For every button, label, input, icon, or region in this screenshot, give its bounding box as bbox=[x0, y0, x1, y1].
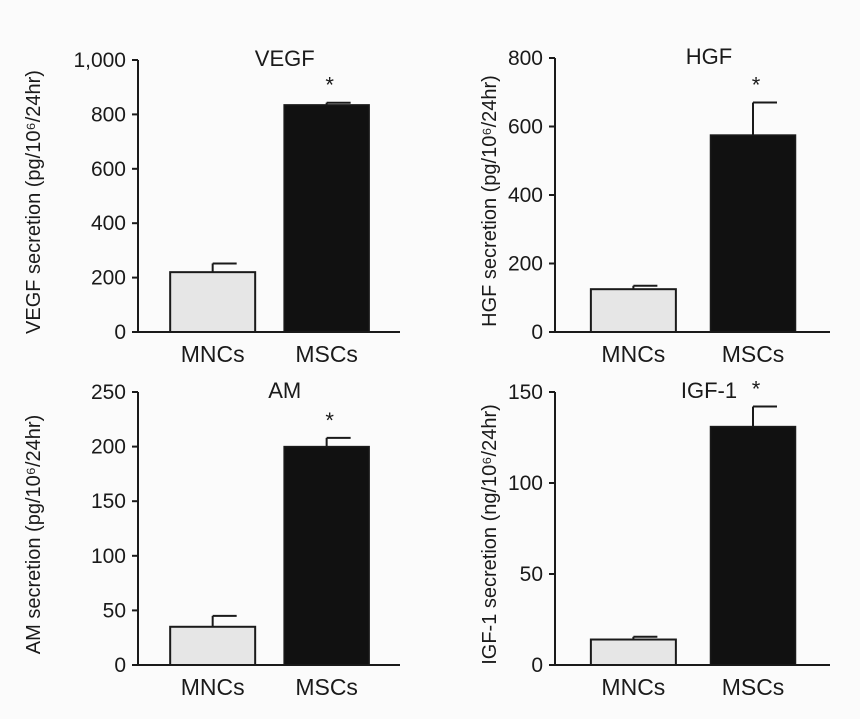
y-tick-label: 1,000 bbox=[73, 49, 126, 72]
y-tick-label: 50 bbox=[520, 563, 543, 586]
y-tick-label: 200 bbox=[91, 267, 126, 290]
y-tick-label: 600 bbox=[508, 116, 543, 139]
y-tick-label: 0 bbox=[114, 321, 126, 344]
bar-mscs bbox=[283, 104, 370, 333]
panel-hgf: 0 200 400 600 800 MNCs * MSCs HGF HGF secretion (… bbox=[479, 44, 830, 367]
bar-mscs bbox=[709, 425, 797, 666]
bar-mscs bbox=[283, 445, 370, 666]
y-tick-label: 800 bbox=[91, 103, 126, 126]
significance-marker: * bbox=[325, 408, 334, 433]
y-tick-label: 0 bbox=[531, 321, 543, 344]
y-tick-label: 100 bbox=[508, 472, 543, 495]
x-category-label: MNCs bbox=[181, 341, 245, 367]
y-tick-label: 400 bbox=[508, 184, 543, 207]
y-tick-label: 0 bbox=[531, 654, 543, 677]
significance-marker: * bbox=[752, 73, 761, 98]
bar-mscs bbox=[709, 134, 797, 333]
y-axis-label: VEGF secretion (pg/10⁶/24hr) bbox=[23, 70, 45, 334]
x-category-label: MSCs bbox=[295, 341, 358, 367]
significance-marker: * bbox=[752, 377, 761, 402]
panel-igf-1: 0 50 100 150 MNCs * MSCs IGF-1 IGF-1 secretion (… bbox=[479, 377, 830, 700]
significance-marker: * bbox=[325, 73, 334, 98]
chart-title: IGF-1 bbox=[681, 378, 737, 403]
x-category-label: MNCs bbox=[601, 341, 665, 367]
bar-mncs bbox=[589, 288, 677, 333]
y-tick-label: 150 bbox=[508, 381, 543, 404]
chart-title: AM bbox=[268, 378, 301, 403]
y-axis-label: HGF secretion (pg/10⁶/24hr) bbox=[479, 75, 501, 327]
panel-am: 0 50 100 150 200 250 MNCs * MSCs AM AM secretion (… bbox=[23, 378, 400, 700]
y-tick-label: 0 bbox=[114, 654, 126, 677]
y-tick-label: 100 bbox=[91, 545, 126, 568]
y-axis-label: IGF-1 secretion (ng/10⁶/24hr) bbox=[479, 404, 501, 665]
y-tick-label: 800 bbox=[508, 47, 543, 70]
bar-mncs bbox=[169, 625, 257, 667]
y-tick-label: 200 bbox=[91, 436, 126, 459]
x-category-label: MNCs bbox=[601, 674, 665, 700]
y-tick-label: 200 bbox=[508, 253, 543, 276]
y-tick-label: 250 bbox=[91, 381, 126, 404]
panel-vegf: 0 200 400 600 800 1,000 MNCs * MSCs VEGF VEGF secr… bbox=[23, 46, 400, 367]
y-tick-label: 600 bbox=[91, 158, 126, 181]
y-tick-label: 400 bbox=[91, 212, 126, 235]
chart-title: HGF bbox=[686, 44, 732, 69]
y-tick-label: 50 bbox=[103, 599, 126, 622]
bar-mncs bbox=[589, 638, 677, 667]
chart-title: VEGF bbox=[255, 46, 315, 71]
x-category-label: MSCs bbox=[295, 674, 358, 700]
y-tick-label: 150 bbox=[91, 490, 126, 513]
x-category-label: MNCs bbox=[181, 674, 245, 700]
x-category-label: MSCs bbox=[722, 674, 785, 700]
y-axis-label: AM secretion (pg/10⁶/24hr) bbox=[23, 415, 45, 654]
x-category-label: MSCs bbox=[722, 341, 785, 367]
bar-mncs bbox=[169, 271, 257, 334]
